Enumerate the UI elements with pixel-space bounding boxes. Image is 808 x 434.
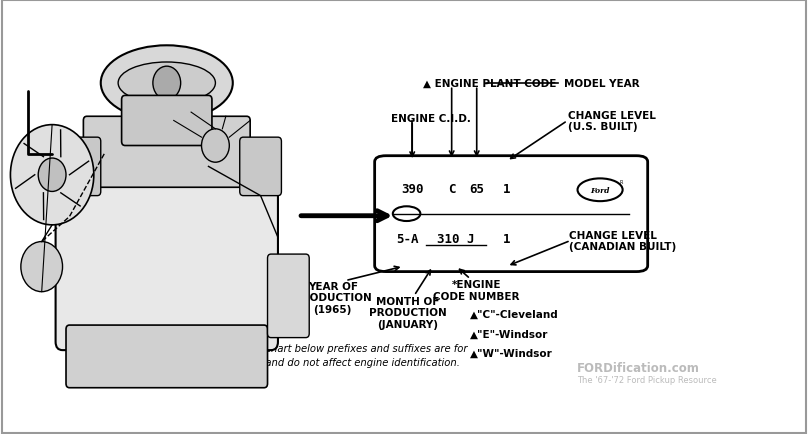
Circle shape [201, 129, 229, 163]
Circle shape [21, 242, 62, 292]
Text: 65: 65 [469, 183, 484, 196]
Text: ▲"W"-Windsor: ▲"W"-Windsor [470, 348, 553, 358]
Text: 310 J: 310 J [437, 233, 475, 246]
Text: FORDification.com: FORDification.com [577, 362, 700, 375]
FancyBboxPatch shape [59, 138, 101, 196]
Ellipse shape [118, 63, 216, 105]
FancyBboxPatch shape [375, 156, 648, 272]
FancyBboxPatch shape [121, 96, 212, 146]
Text: MODEL YEAR: MODEL YEAR [564, 79, 640, 89]
Circle shape [38, 159, 66, 192]
Circle shape [393, 207, 420, 221]
Text: CHANGE LEVEL
(U.S. BUILT): CHANGE LEVEL (U.S. BUILT) [567, 111, 655, 132]
Ellipse shape [101, 46, 233, 121]
Text: C: C [448, 183, 456, 196]
Text: Ford: Ford [591, 186, 610, 194]
Text: Ford Motor Company use only and do not affect engine identification.: Ford Motor Company use only and do not a… [112, 357, 460, 367]
Text: R: R [619, 180, 622, 185]
Text: ▲ ENGINE PLANT CODE: ▲ ENGINE PLANT CODE [423, 79, 557, 89]
Text: *Except when indicated in the chart below prefixes and suffixes are for: *Except when indicated in the chart belo… [112, 343, 468, 353]
Text: MONTH OF
PRODUCTION
(JANUARY): MONTH OF PRODUCTION (JANUARY) [369, 296, 447, 329]
Text: ▲"C"-Cleveland: ▲"C"-Cleveland [470, 309, 559, 319]
FancyBboxPatch shape [66, 326, 267, 388]
FancyBboxPatch shape [83, 117, 250, 188]
Text: 5-A: 5-A [397, 233, 419, 246]
Circle shape [11, 125, 94, 225]
Text: 1: 1 [503, 233, 511, 246]
Text: *ENGINE
CODE NUMBER: *ENGINE CODE NUMBER [433, 279, 520, 301]
Text: ▲"E"-Windsor: ▲"E"-Windsor [470, 329, 549, 339]
Text: 390: 390 [401, 183, 423, 196]
Text: 1: 1 [503, 183, 511, 196]
Text: CHANGE LEVEL
(CANADIAN BUILT): CHANGE LEVEL (CANADIAN BUILT) [570, 230, 676, 252]
Text: The '67-'72 Ford Pickup Resource: The '67-'72 Ford Pickup Resource [577, 375, 717, 384]
FancyBboxPatch shape [56, 146, 278, 350]
Text: ENGINE C.I.D.: ENGINE C.I.D. [391, 114, 471, 124]
Circle shape [153, 67, 181, 100]
FancyBboxPatch shape [267, 254, 309, 338]
Ellipse shape [578, 179, 623, 202]
Text: YEAR OF
PRODUCTION
(1965): YEAR OF PRODUCTION (1965) [294, 281, 372, 314]
FancyBboxPatch shape [240, 138, 281, 196]
